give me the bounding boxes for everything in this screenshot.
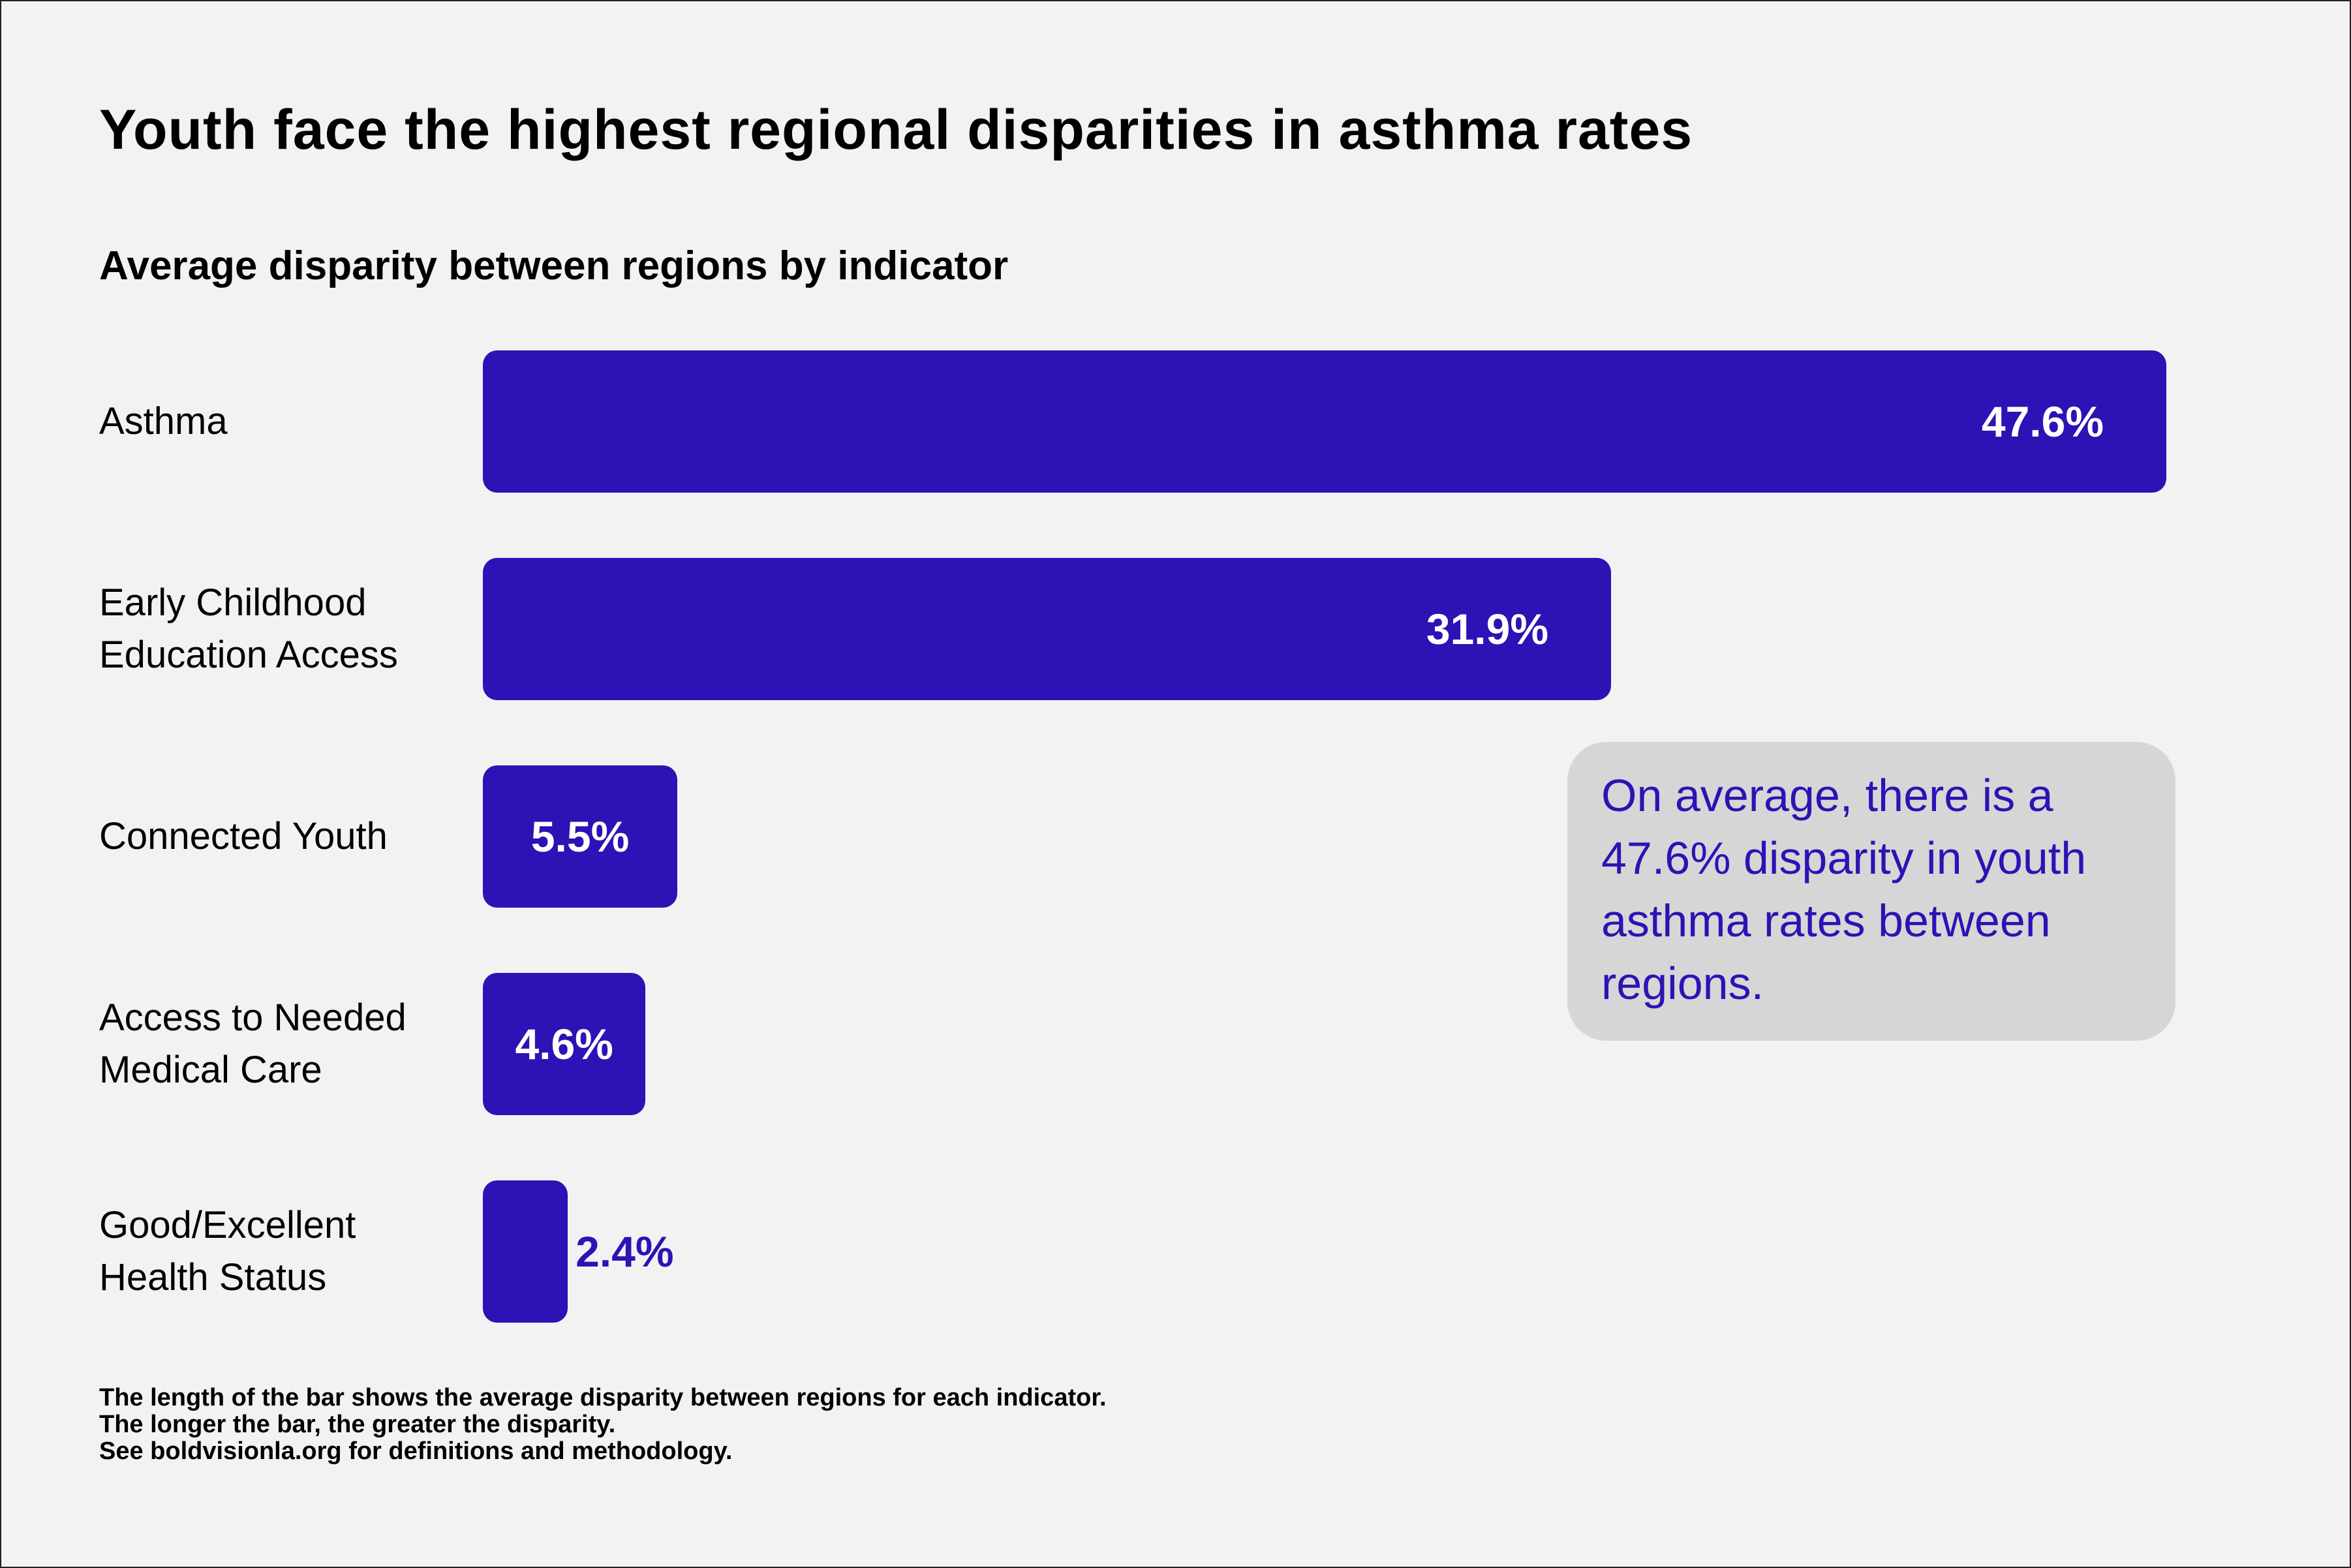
value-label: 4.6% <box>515 1020 613 1068</box>
footnote-line-1: The length of the bar shows the average … <box>99 1384 1107 1411</box>
category-label: Access to Needed Medical Care <box>99 996 407 1091</box>
bar <box>483 765 678 908</box>
value-label: 5.5% <box>530 812 630 861</box>
bar <box>483 1180 568 1323</box>
bar <box>483 558 1612 700</box>
chart-subtitle: Average disparity between regions by ind… <box>99 243 1009 288</box>
bar <box>483 350 2166 493</box>
footnote: The length of the bar shows the average … <box>99 1385 1107 1465</box>
category-label: Good/Excellent Health Status <box>99 1204 356 1299</box>
value-label: 31.9% <box>1426 605 1549 653</box>
bar <box>483 973 646 1115</box>
category-label: Early Childhood Education Access <box>99 581 398 676</box>
chart-title: Youth face the highest regional disparit… <box>99 99 1693 161</box>
category-label: Connected Youth <box>99 815 388 857</box>
callout-text: On average, there is a 47.6% disparity i… <box>1601 770 2087 1009</box>
footnote-line-3: See boldvisionla.org for definitions and… <box>99 1437 733 1465</box>
value-label: 47.6% <box>1981 397 2104 446</box>
value-label: 2.4% <box>576 1227 674 1276</box>
category-label: Asthma <box>99 400 228 442</box>
footnote-line-2: The longer the bar, the greater the disp… <box>99 1411 616 1438</box>
callout-box: On average, there is a 47.6% disparity i… <box>1567 742 2175 1041</box>
